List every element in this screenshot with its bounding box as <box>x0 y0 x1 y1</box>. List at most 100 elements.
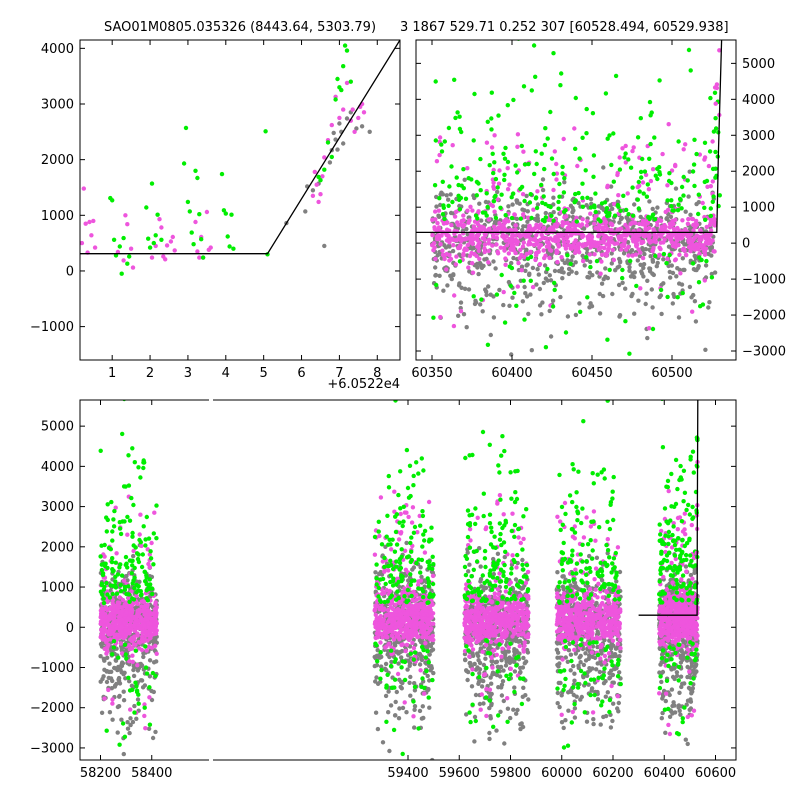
data-point <box>490 151 495 156</box>
data-point <box>344 48 350 53</box>
data-point <box>639 269 644 274</box>
data-point <box>598 271 603 276</box>
data-point <box>476 271 481 277</box>
data-point <box>669 709 674 714</box>
data-point <box>417 662 423 667</box>
data-point <box>485 342 491 347</box>
data-point <box>191 242 196 247</box>
data-point <box>687 707 692 712</box>
data-point <box>543 215 548 220</box>
data-point <box>470 270 476 275</box>
data-point <box>110 198 115 203</box>
data-point <box>493 215 499 221</box>
data-point <box>670 301 675 306</box>
data-point <box>705 241 710 246</box>
y-tick-label: 1000 <box>742 201 775 216</box>
data-point <box>430 243 435 248</box>
data-point <box>495 251 501 256</box>
data-point <box>602 637 607 643</box>
data-point <box>263 129 268 134</box>
data-point <box>383 661 389 667</box>
data-point <box>564 214 569 219</box>
data-point <box>650 271 655 276</box>
data-point <box>227 244 232 249</box>
data-point <box>463 196 469 201</box>
data-point <box>565 659 570 664</box>
data-point <box>449 222 454 228</box>
data-point <box>128 722 133 728</box>
data-point <box>632 274 637 280</box>
data-point <box>709 275 715 280</box>
data-point <box>99 710 105 715</box>
y-tick-label: 4000 <box>742 93 775 108</box>
data-point <box>566 708 571 713</box>
data-point <box>634 242 640 248</box>
data-point <box>659 716 664 721</box>
data-point <box>130 265 136 270</box>
data-point <box>197 212 202 217</box>
data-point <box>650 305 655 310</box>
data-point <box>508 715 513 721</box>
data-point <box>138 663 143 669</box>
data-point <box>661 251 667 257</box>
data-point <box>708 184 713 189</box>
data-point <box>433 273 438 278</box>
data-point <box>491 232 496 238</box>
data-point <box>629 248 635 253</box>
data-point <box>471 245 477 251</box>
data-point <box>509 260 514 266</box>
data-point <box>394 650 400 655</box>
y-tick-label: −3000 <box>742 345 786 360</box>
data-point <box>231 246 236 251</box>
y-tick-label: 4000 <box>41 42 74 57</box>
data-point <box>649 110 654 115</box>
data-point <box>542 142 548 148</box>
data-point <box>702 179 707 185</box>
data-point <box>571 230 577 236</box>
data-point <box>488 714 493 719</box>
data-point <box>144 205 149 210</box>
data-point <box>515 144 520 149</box>
data-point <box>528 278 533 283</box>
data-point <box>563 655 568 660</box>
data-point <box>607 267 612 273</box>
data-point <box>655 205 660 210</box>
data-point <box>496 113 501 118</box>
data-point <box>616 282 622 288</box>
data-point <box>601 236 606 241</box>
data-point <box>565 314 571 319</box>
data-point <box>653 253 658 259</box>
data-point <box>193 168 198 173</box>
data-point <box>568 243 573 248</box>
data-point <box>667 171 672 176</box>
data-point <box>674 673 680 678</box>
data-point <box>521 655 526 661</box>
data-point <box>672 241 677 246</box>
data-point <box>514 241 520 247</box>
data-point <box>626 253 631 258</box>
x-tick-label: 1 <box>108 366 116 381</box>
data-point <box>487 736 492 742</box>
data-point <box>393 699 398 705</box>
data-point <box>433 138 438 143</box>
data-point <box>696 192 701 197</box>
data-point <box>115 730 120 735</box>
data-point <box>399 655 404 660</box>
data-point <box>110 678 115 684</box>
data-point <box>130 659 135 664</box>
data-point <box>702 252 708 257</box>
data-point <box>127 730 132 736</box>
data-point <box>195 249 200 254</box>
data-point <box>620 146 625 151</box>
data-point <box>686 245 692 250</box>
data-point <box>513 577 519 582</box>
data-point <box>153 233 158 238</box>
data-point <box>512 669 518 674</box>
data-point <box>533 257 538 263</box>
x-tick-label: 4 <box>222 366 230 381</box>
data-point <box>157 217 162 222</box>
data-point <box>530 284 536 290</box>
data-point <box>685 664 690 670</box>
data-point <box>170 234 175 240</box>
data-point <box>540 300 545 305</box>
